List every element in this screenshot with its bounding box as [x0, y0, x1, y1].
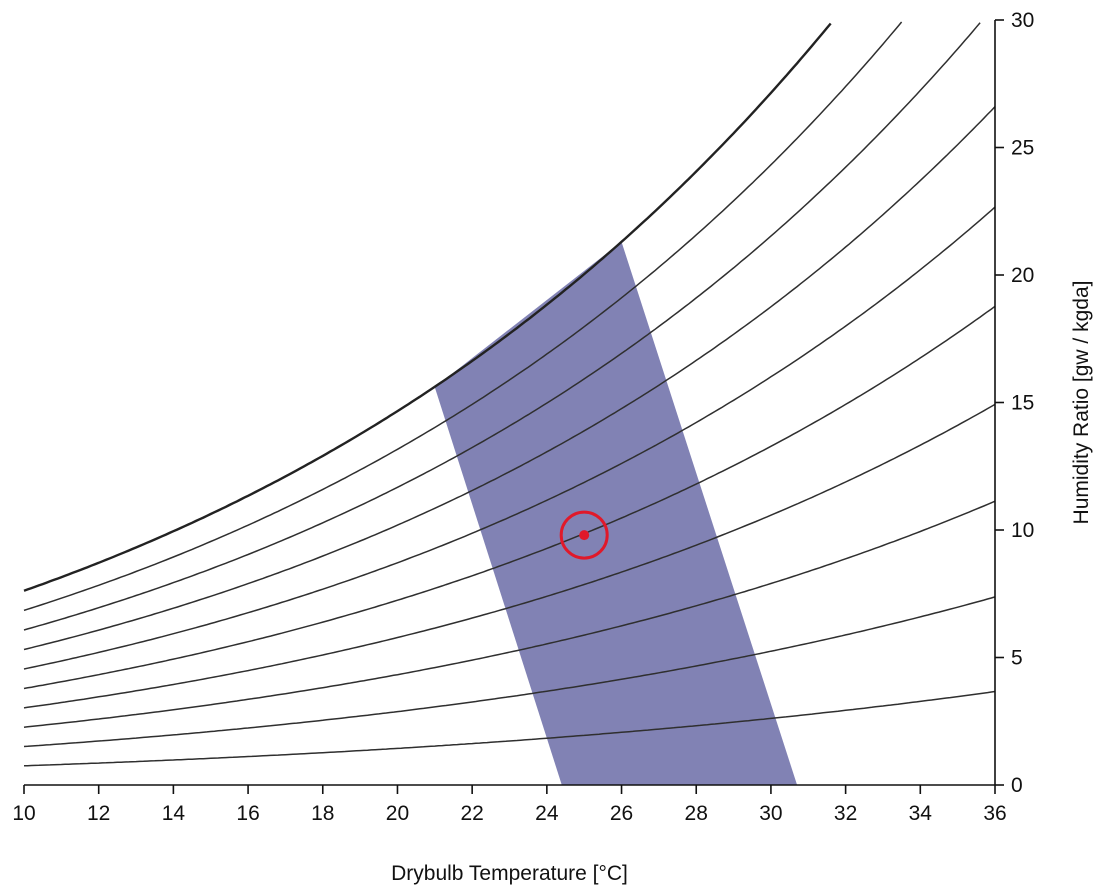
x-tick-label: 26: [610, 802, 633, 825]
marker-point: [579, 530, 590, 541]
marker-ring: [559, 510, 609, 560]
rh-curve-80: [23, 22, 981, 631]
y-tick-label: 0: [1011, 774, 1023, 797]
x-tick-label: 34: [909, 802, 933, 825]
y-tick-label: 30: [1011, 9, 1034, 32]
y-axis-title: Humidity Ratio [gw / kgda]: [1070, 281, 1093, 525]
y-tick-label: 20: [1011, 264, 1034, 287]
x-tick-label: 16: [236, 802, 259, 825]
rh-curve-70: [23, 106, 996, 651]
x-axis-title: Drybulb Temperature [°C]: [391, 862, 628, 885]
x-tick-label: 14: [162, 802, 186, 825]
y-tick-label: 10: [1011, 519, 1034, 542]
axes-layer: 10 12 14 16 18 20 22 24 26 28 30 32 34 360 5 10 15 20 25 30: [12, 9, 1034, 825]
y-tick-label: 15: [1011, 392, 1034, 415]
x-tick-label: 36: [983, 802, 1006, 825]
rh-curve-60: [23, 206, 996, 670]
y-tick-label: 5: [1011, 647, 1023, 670]
x-tick-label: 20: [386, 802, 409, 825]
x-tick-label: 30: [759, 802, 782, 825]
humidity-curves-layer: [23, 21, 996, 767]
x-tick-label: 32: [834, 802, 857, 825]
x-tick-label: 22: [460, 802, 483, 825]
rh-curve-20: [23, 596, 996, 748]
x-tick-label: 10: [12, 802, 35, 825]
rh-curve-50: [23, 305, 996, 690]
y-tick-label: 25: [1011, 137, 1034, 160]
rh-curve-30: [23, 500, 996, 728]
x-tick-label: 24: [535, 802, 559, 825]
comfort-zone: [434, 241, 798, 786]
x-tick-label: 18: [311, 802, 334, 825]
comfort-zone-layer: [434, 241, 798, 786]
rh-curve-90: [23, 21, 903, 612]
x-tick-label: 12: [87, 802, 110, 825]
rh-curve-40: [23, 403, 996, 709]
marker-layer: [559, 510, 609, 560]
rh-curve-10: [23, 690, 996, 767]
x-tick-label: 28: [685, 802, 708, 825]
saturation-curve: [23, 22, 832, 592]
